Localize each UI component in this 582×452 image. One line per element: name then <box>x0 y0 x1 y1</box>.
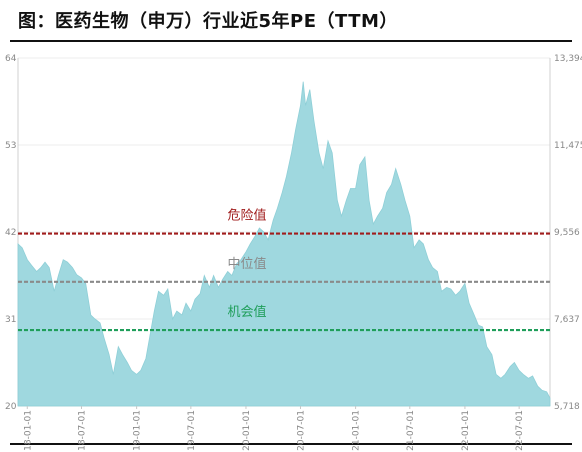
x-tick-label: 22-01-01 <box>461 410 471 451</box>
x-tick-label: 19-07-01 <box>187 410 197 451</box>
y-tick-left: 64 <box>5 54 17 64</box>
y-tick-right: 11,475 <box>554 141 582 151</box>
reference-label: 危险值 <box>227 208 266 224</box>
x-tick-label: 20-07-01 <box>296 410 306 451</box>
x-tick-label: 18-01-01 <box>23 410 33 451</box>
y-tick-left: 20 <box>5 402 17 412</box>
reference-label: 中位值 <box>227 256 266 272</box>
x-tick-label: 22-07-01 <box>515 410 525 451</box>
bottom-rule <box>10 443 572 445</box>
x-tick-label: 21-07-01 <box>406 410 416 451</box>
top-rule <box>10 40 572 42</box>
y-tick-right: 5,718 <box>554 402 580 412</box>
pe-area-series <box>17 81 551 407</box>
reference-label: 机会值 <box>227 304 266 320</box>
y-tick-left: 31 <box>5 315 16 325</box>
y-tick-left: 42 <box>5 228 16 238</box>
y-tick-right: 13,394 <box>554 54 582 64</box>
page-title: 图：医药生物（申万）行业近5年PE（TTM） <box>18 11 398 32</box>
y-tick-left: 53 <box>5 141 16 151</box>
y-tick-right: 9,556 <box>554 228 580 238</box>
x-tick-label: 20-01-01 <box>242 410 252 451</box>
x-tick-label: 18-07-01 <box>78 410 88 451</box>
y-tick-right: 7,637 <box>554 315 580 325</box>
x-tick-label: 21-01-01 <box>352 410 362 451</box>
x-tick-label: 19-01-01 <box>133 410 143 451</box>
